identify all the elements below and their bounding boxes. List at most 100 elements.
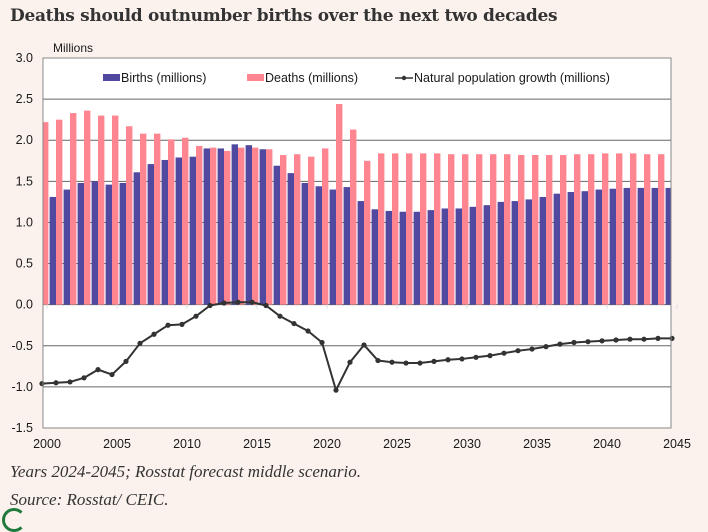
bar-deaths-2018 [294, 154, 301, 305]
growth-point-2015 [249, 299, 255, 305]
growth-point-2007 [137, 340, 143, 346]
y-tick-label: 3.0 [16, 51, 33, 65]
bar-births-2032 [483, 205, 490, 305]
growth-point-2006 [123, 358, 129, 364]
bar-births-2037 [553, 193, 560, 305]
growth-point-2041 [613, 337, 619, 343]
bar-births-2012 [203, 148, 210, 305]
y-tick-label: -0.5 [11, 339, 33, 353]
logo-icon [2, 508, 26, 532]
bar-births-2009 [161, 159, 168, 305]
bar-deaths-2038 [574, 154, 581, 305]
bar-deaths-2031 [476, 154, 483, 305]
bar-births-2023 [357, 201, 364, 305]
bar-deaths-2027 [420, 153, 427, 305]
growth-point-2000 [39, 381, 45, 387]
bar-births-2025 [385, 210, 392, 305]
x-tick-label: 2025 [383, 437, 411, 451]
growth-point-2022 [347, 359, 353, 365]
growth-point-2013 [221, 300, 227, 306]
legend-deaths-label: Deaths (millions) [265, 71, 358, 85]
x-tick-label: 2035 [523, 437, 551, 451]
bar-births-2019 [301, 182, 308, 305]
bar-deaths-2008 [154, 133, 161, 305]
x-tick-label: 2040 [593, 437, 621, 451]
growth-point-2029 [445, 357, 451, 363]
bar-births-2011 [189, 156, 196, 305]
growth-point-2042 [627, 336, 633, 342]
growth-point-2043 [641, 336, 647, 342]
growth-line-path [41, 301, 672, 392]
bar-deaths-2023 [364, 160, 371, 305]
bar-births-2003 [77, 182, 84, 305]
bar-births-2002 [63, 189, 70, 305]
bar-deaths-2034 [518, 155, 525, 305]
y-tick-label: 0.5 [16, 257, 33, 271]
growth-point-2004 [95, 367, 101, 373]
plot-frame [42, 57, 672, 429]
growth-point-2001 [53, 380, 59, 386]
bar-deaths-2016 [266, 149, 273, 305]
growth-point-2005 [109, 371, 115, 378]
y-tick-label: 0.0 [16, 298, 33, 312]
bar-deaths-2022 [350, 129, 357, 305]
bar-births-2022 [343, 187, 350, 305]
growth-point-2026 [403, 360, 409, 366]
bar-deaths-2036 [546, 155, 553, 305]
y-tick-label: -1.5 [11, 421, 33, 435]
bar-deaths-2028 [434, 153, 441, 305]
growth-point-2045 [669, 335, 675, 341]
bar-births-2031 [469, 206, 476, 305]
bar-births-2039 [581, 191, 588, 305]
bar-deaths-2002 [70, 113, 77, 305]
growth-point-2040 [599, 338, 605, 344]
x-tick-label: 2015 [243, 437, 271, 451]
bar-births-2020 [315, 186, 322, 305]
y-tick-label: 1.5 [16, 174, 33, 188]
growth-point-2021 [333, 387, 339, 393]
bar-deaths-2010 [182, 137, 189, 305]
growth-point-2017 [277, 313, 283, 319]
bar-births-2021 [329, 189, 336, 305]
x-tick-label: 2000 [33, 437, 61, 451]
y-tick-label: -1.0 [11, 380, 33, 394]
y-tick-label: 1.0 [16, 215, 33, 229]
bar-deaths-2012 [210, 147, 217, 305]
growth-point-2019 [305, 328, 311, 334]
bar-births-2035 [525, 199, 532, 305]
bar-births-2004 [91, 181, 98, 305]
x-axis: 2000 2005 2010 2015 2020 2025 2030 2035 2040 2045 [33, 304, 691, 451]
bar-deaths-2000 [43, 122, 49, 305]
bar-deaths-2030 [462, 154, 469, 305]
bar-deaths-2007 [140, 133, 147, 305]
bar-births-2034 [511, 201, 518, 305]
bar-deaths-2025 [392, 153, 399, 305]
growth-point-2024 [375, 357, 381, 364]
growth-point-2003 [81, 375, 87, 381]
footnote-forecast: Years 2024-2045; Rosstat forecast middle… [10, 462, 362, 481]
chart: 3.02.52.01.51.00.50.0-0.5-1.0-1.5 2000 20… [11, 41, 691, 451]
growth-point-2031 [473, 354, 479, 360]
bar-deaths-2024 [378, 153, 385, 305]
bar-births-2024 [371, 209, 378, 305]
growth-point-2009 [165, 322, 171, 328]
growth-point-2010 [179, 321, 185, 327]
bar-deaths-2020 [322, 148, 329, 305]
bar-deaths-2042 [630, 153, 637, 305]
growth-point-2030 [459, 356, 465, 362]
growth-point-2035 [529, 346, 535, 352]
bar-deaths-2032 [490, 154, 497, 305]
bar-births-2010 [175, 157, 182, 305]
growth-point-2014 [235, 299, 241, 305]
growth-point-2016 [263, 302, 269, 309]
bar-deaths-2009 [168, 139, 175, 305]
bar-births-2026 [399, 211, 406, 305]
growth-point-2018 [291, 320, 297, 327]
bar-deaths-2011 [196, 145, 203, 305]
bar-births-2028 [427, 210, 434, 305]
legend-growth-marker [401, 75, 407, 81]
bar-deaths-2041 [616, 153, 623, 305]
growth-point-2012 [207, 302, 213, 309]
legend: Births (millions) Deaths (millions) Natu… [103, 71, 610, 85]
chart-title: Deaths should outnumber births over the … [10, 6, 558, 26]
